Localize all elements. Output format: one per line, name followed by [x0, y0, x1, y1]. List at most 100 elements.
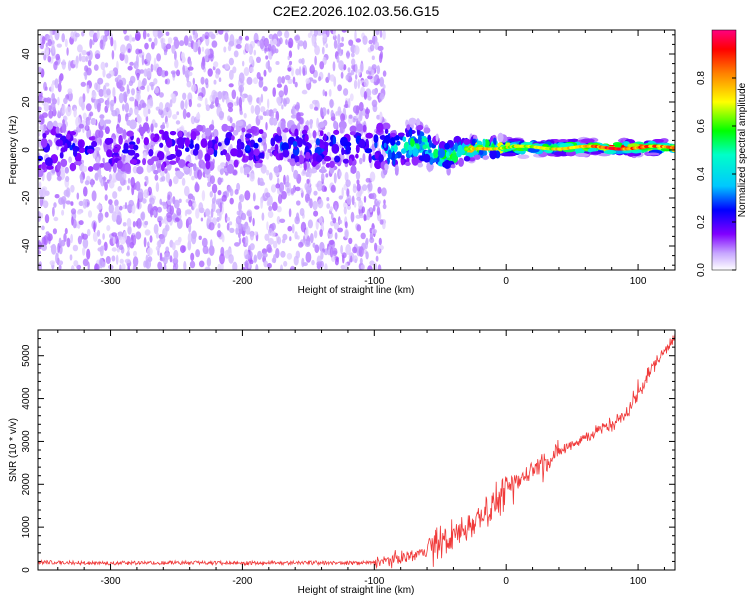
spectrogram-noise-speck [156, 240, 162, 248]
spectrogram-noise-speck [152, 30, 159, 38]
spectrogram-noise-speck [371, 99, 378, 108]
spectrogram-noise-speck [145, 115, 149, 122]
snr-x-tick-label: 100 [630, 576, 647, 587]
spectrogram-noise [38, 30, 387, 270]
spectrogram-noise-speck [377, 45, 384, 52]
spectrogram-ridge-cell [176, 136, 185, 147]
spectrogram-noise-speck [351, 52, 355, 58]
spectrogram-noise-speck [121, 263, 126, 270]
spectrogram-noise-speck [218, 110, 224, 121]
spectrogram-noise-speck [284, 181, 290, 188]
spectrogram-ridge-cell [138, 126, 146, 135]
spectrogram-ridge-cell [319, 168, 327, 173]
spectrogram-noise-speck [178, 198, 182, 203]
spectrogram-noise-speck [38, 106, 42, 111]
spectrogram-ridge-cell [350, 165, 357, 174]
spectrogram-noise-speck [85, 55, 89, 63]
spectrogram-noise-speck [249, 243, 255, 251]
spectrogram-noise-speck [379, 219, 384, 225]
spectrogram-noise-speck [373, 75, 377, 83]
spectrogram-noise-speck [346, 50, 350, 59]
spectrogram-noise-speck [299, 208, 305, 216]
spectrogram-noise-speck [365, 108, 370, 115]
spectrogram-ridge-core [464, 144, 675, 151]
spectrogram-noise-speck [147, 108, 151, 115]
spectrogram-ridge-cell [258, 152, 265, 159]
spectrogram-noise-speck [109, 99, 115, 107]
spectrogram-ridge-cell [411, 156, 419, 166]
spectrogram-ridge-cell [236, 143, 242, 151]
spectrogram-noise-speck [195, 181, 199, 192]
spectrogram-noise-speck [131, 37, 136, 42]
spectrogram-noise-speck [258, 96, 262, 106]
spectrogram-noise-speck [255, 264, 259, 270]
spectrogram-ridge-cell [182, 166, 189, 171]
spectrogram-noise-speck [271, 257, 277, 263]
spectrogram-noise-speck [327, 72, 331, 81]
spectrogram-noise-speck [201, 237, 208, 248]
spectrogram-noise-speck [87, 120, 91, 126]
spectrogram-ridge-cell [274, 144, 279, 152]
spectrogram-noise-speck [116, 247, 120, 253]
spectrogram-ridge-cell [433, 148, 439, 159]
spectrogram-noise-speck [102, 233, 105, 240]
spectrogram-noise-speck [43, 54, 47, 61]
colorbar-label: Normalized spectral amplitude [737, 82, 748, 217]
spectrogram-noise-speck [213, 61, 219, 68]
spectrogram-noise-speck [157, 261, 163, 270]
spectrogram-noise-speck [287, 55, 290, 61]
spectrogram-noise-speck [362, 153, 366, 163]
spectrogram-noise-speck [164, 252, 171, 260]
spectrogram-ridge-cell [390, 132, 397, 137]
spectrogram-noise-speck [276, 83, 282, 88]
spectrogram-noise-speck [78, 96, 84, 107]
spectrogram-noise-speck [70, 265, 75, 270]
spectrogram-noise-speck [219, 202, 223, 213]
spectrogram-noise-speck [271, 201, 278, 211]
spectrogram-noise-speck [195, 249, 201, 258]
spectrogram-ridge-cell [246, 129, 255, 133]
spectrogram-noise-speck [157, 32, 164, 37]
spectrogram-noise-speck [291, 67, 294, 77]
spectrogram-ridge-cell [226, 154, 231, 162]
spectrogram-noise-speck [309, 198, 313, 209]
spectrogram-noise-speck [274, 48, 279, 54]
spectrogram-noise-speck [290, 188, 295, 195]
spectrogram-ridge-cell [334, 155, 341, 163]
spectrogram-ridge-cell [178, 159, 186, 167]
spectrogram-noise-speck [175, 120, 181, 125]
snr-x-axis-label: Height of straight line (km) [298, 585, 415, 596]
spectrogram-noise-speck [166, 215, 173, 223]
spectrogram-noise-speck [54, 78, 59, 89]
spectrogram-noise-speck [372, 204, 376, 212]
spectrogram-noise-speck [325, 43, 329, 48]
spectrogram-ridge-cell [159, 129, 164, 135]
spectrogram-noise-speck [169, 99, 173, 108]
spectrogram-noise-speck [265, 192, 271, 198]
spectrogram-noise-speck [344, 171, 349, 182]
spectrogram-noise-speck [244, 235, 249, 247]
spectrogram-noise-speck [313, 190, 318, 196]
spectrogram-noise-speck [358, 200, 364, 210]
spectrogram-ridge-cell [287, 158, 295, 163]
spectrogram-noise-speck [202, 133, 206, 140]
spectrogram-ridge-cell [200, 138, 208, 148]
spectrogram-noise-speck [85, 122, 88, 131]
spectrogram-noise-speck [119, 258, 124, 264]
spectrogram-noise-speck [54, 194, 60, 199]
spectrogram-noise-speck [256, 56, 261, 63]
spectrogram-ridge-cell [253, 142, 259, 149]
spectrogram-noise-speck [157, 206, 162, 213]
spectrogram-ridge-cell [444, 143, 450, 150]
spectrogram-noise-speck [159, 102, 164, 110]
spectrogram-ridge-cell [241, 127, 246, 133]
spectrogram-noise-speck [284, 74, 291, 81]
spectrogram-noise-speck [125, 113, 129, 122]
spectrogram-ridge-cell [226, 163, 234, 174]
spectrogram-noise-speck [291, 106, 295, 116]
spectrogram-noise-speck [119, 236, 126, 245]
spectrogram-noise-speck [244, 260, 249, 269]
spectrogram-noise-speck [67, 91, 73, 102]
spectrogram-noise-speck [334, 232, 338, 240]
spectrogram-noise-speck [201, 190, 206, 202]
